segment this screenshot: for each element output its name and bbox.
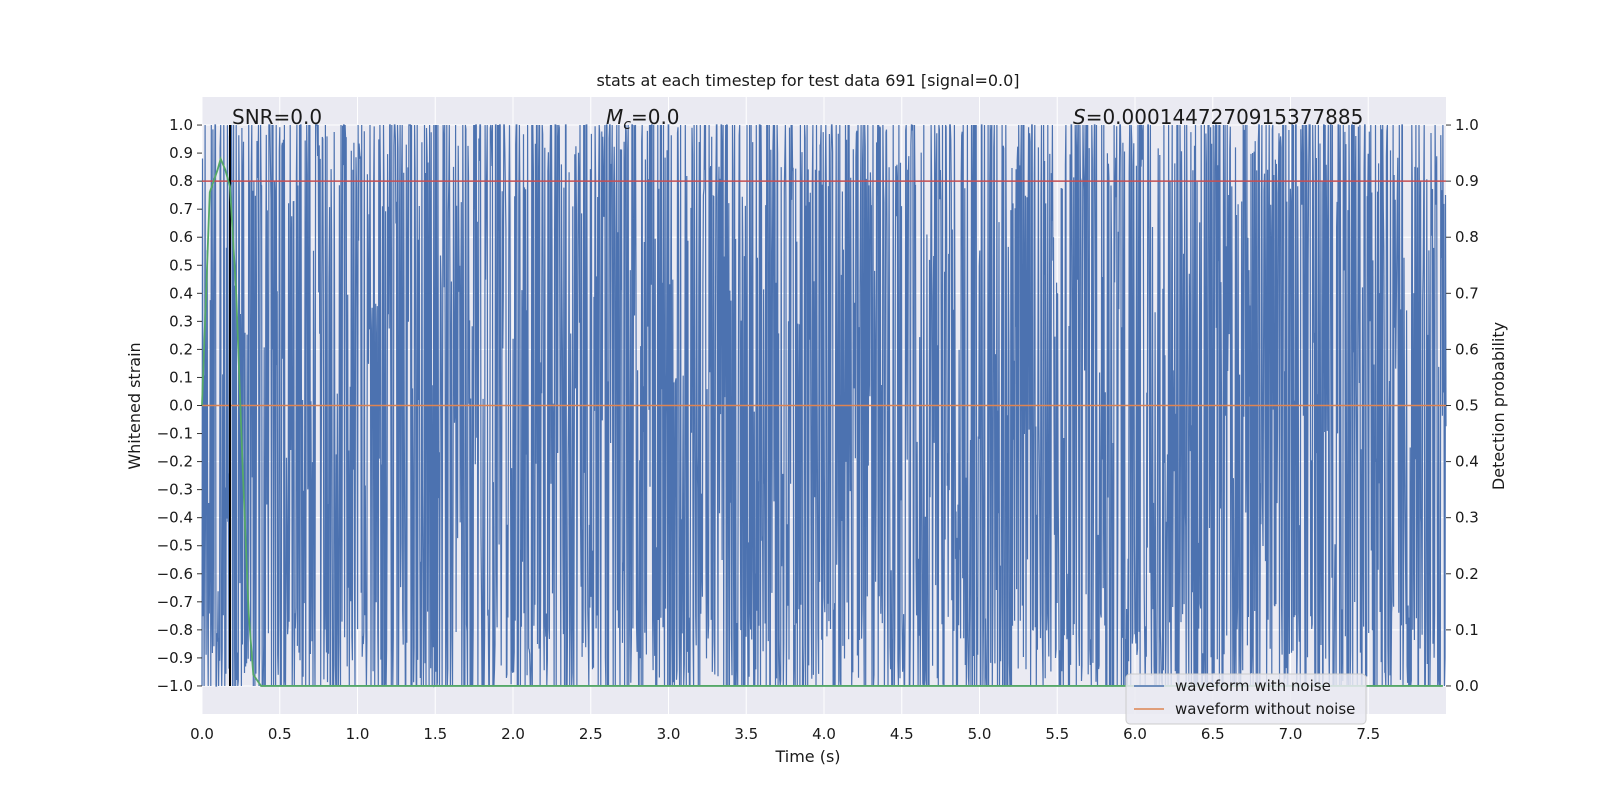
x-tick-label: 5.5 (1045, 725, 1069, 743)
y-right-tick-label: 0.1 (1455, 621, 1479, 639)
chirp-mass-subscript: c (623, 117, 631, 133)
y-left-tick-label: 0.3 (169, 312, 193, 330)
x-tick-label: 4.5 (890, 725, 914, 743)
y-left-tick-label: −0.5 (157, 537, 193, 555)
chart-title: stats at each timestep for test data 691… (596, 71, 1019, 90)
y-right-tick-label: 0.6 (1455, 340, 1479, 358)
chirp-mass-annotation: Mc=0.0 (606, 105, 680, 133)
s-value: =0.0001447270915377885 (1086, 105, 1364, 129)
x-tick-label: 4.0 (812, 725, 836, 743)
y-left-tick-label: −0.9 (157, 649, 193, 667)
detection-probability-line (201, 155, 1443, 687)
y-left-tick-label: 0.8 (169, 172, 193, 190)
y-left-tick-label: −0.8 (157, 621, 193, 639)
y-left-tick-label: 0.6 (169, 228, 193, 246)
y-right-tick-label: 1.0 (1455, 116, 1479, 134)
y-left-tick-label: −0.6 (157, 565, 193, 583)
y-right-tick-label: 0.2 (1455, 565, 1479, 583)
y-axis-label-right: Detection probability (1489, 322, 1508, 490)
x-tick-label: 6.0 (1123, 725, 1147, 743)
snr-annotation: SNR=0.0 (232, 105, 322, 129)
s-symbol: S (1073, 105, 1086, 129)
x-tick-label: 7.0 (1279, 725, 1303, 743)
overlay-lines (201, 125, 1446, 687)
waveform-with-noise-series (201, 122, 1447, 688)
x-tick-label: 0.5 (268, 725, 292, 743)
y-left-tick-label: 0.4 (169, 284, 193, 302)
y-left-tick-label: −1.0 (157, 677, 193, 695)
y-left-tick-label: −0.3 (157, 481, 193, 499)
x-tick-label: 5.0 (968, 725, 992, 743)
chirp-mass-value: =0.0 (631, 105, 680, 129)
y-left-tick-label: 0.1 (169, 368, 193, 386)
x-tick-label: 6.5 (1201, 725, 1225, 743)
x-axis-label: Time (s) (774, 747, 840, 766)
x-tick-label: 1.5 (423, 725, 447, 743)
y-left-tick-label: 0.9 (169, 144, 193, 162)
waveform-with-noise-line (201, 122, 1447, 688)
x-tick-label: 3.5 (734, 725, 758, 743)
x-tick-label: 0.0 (190, 725, 214, 743)
y-right-tick-label: 0.8 (1455, 228, 1479, 246)
y-left-tick-label: −0.1 (157, 425, 193, 443)
legend-label-clean: waveform without noise (1175, 700, 1355, 718)
x-tick-label: 1.0 (346, 725, 370, 743)
x-tick-label: 3.0 (657, 725, 681, 743)
s-annotation: S=0.0001447270915377885 (1073, 105, 1363, 129)
y-left-tick-label: 1.0 (169, 116, 193, 134)
y-left-tick-label: 0.2 (169, 340, 193, 358)
y-left-tick-label: 0.0 (169, 397, 193, 415)
y-left-tick-label: 0.7 (169, 200, 193, 218)
y-left-tick-label: 0.5 (169, 256, 193, 274)
y-right-tick-label: 0.7 (1455, 284, 1479, 302)
y-right-tick-label: 0.0 (1455, 677, 1479, 695)
y-left-tick-label: −0.7 (157, 593, 193, 611)
y-right-tick-label: 0.9 (1455, 172, 1479, 190)
legend-box (1125, 673, 1367, 725)
y-axis-label-left: Whitened strain (125, 342, 144, 469)
legend: waveform with noise waveform without noi… (1125, 673, 1367, 725)
legend-label-noise: waveform with noise (1175, 677, 1331, 695)
chirp-mass-symbol: M (606, 105, 623, 129)
y-left-tick-label: −0.4 (157, 509, 193, 527)
y-left-tick-label: −0.2 (157, 453, 193, 471)
x-tick-label: 2.5 (579, 725, 603, 743)
x-tick-label: 2.0 (501, 725, 525, 743)
y-right-tick-label: 0.3 (1455, 509, 1479, 527)
x-tick-label: 7.5 (1356, 725, 1380, 743)
tick-labels: 0.0 0.5 1.0 1.5 2.0 2.5 3.0 3.5 4.0 4.5 5.0 5.5 6.0 6… (157, 116, 1479, 743)
y-right-tick-label: 0.4 (1455, 453, 1479, 471)
y-right-tick-label: 0.5 (1455, 397, 1479, 415)
